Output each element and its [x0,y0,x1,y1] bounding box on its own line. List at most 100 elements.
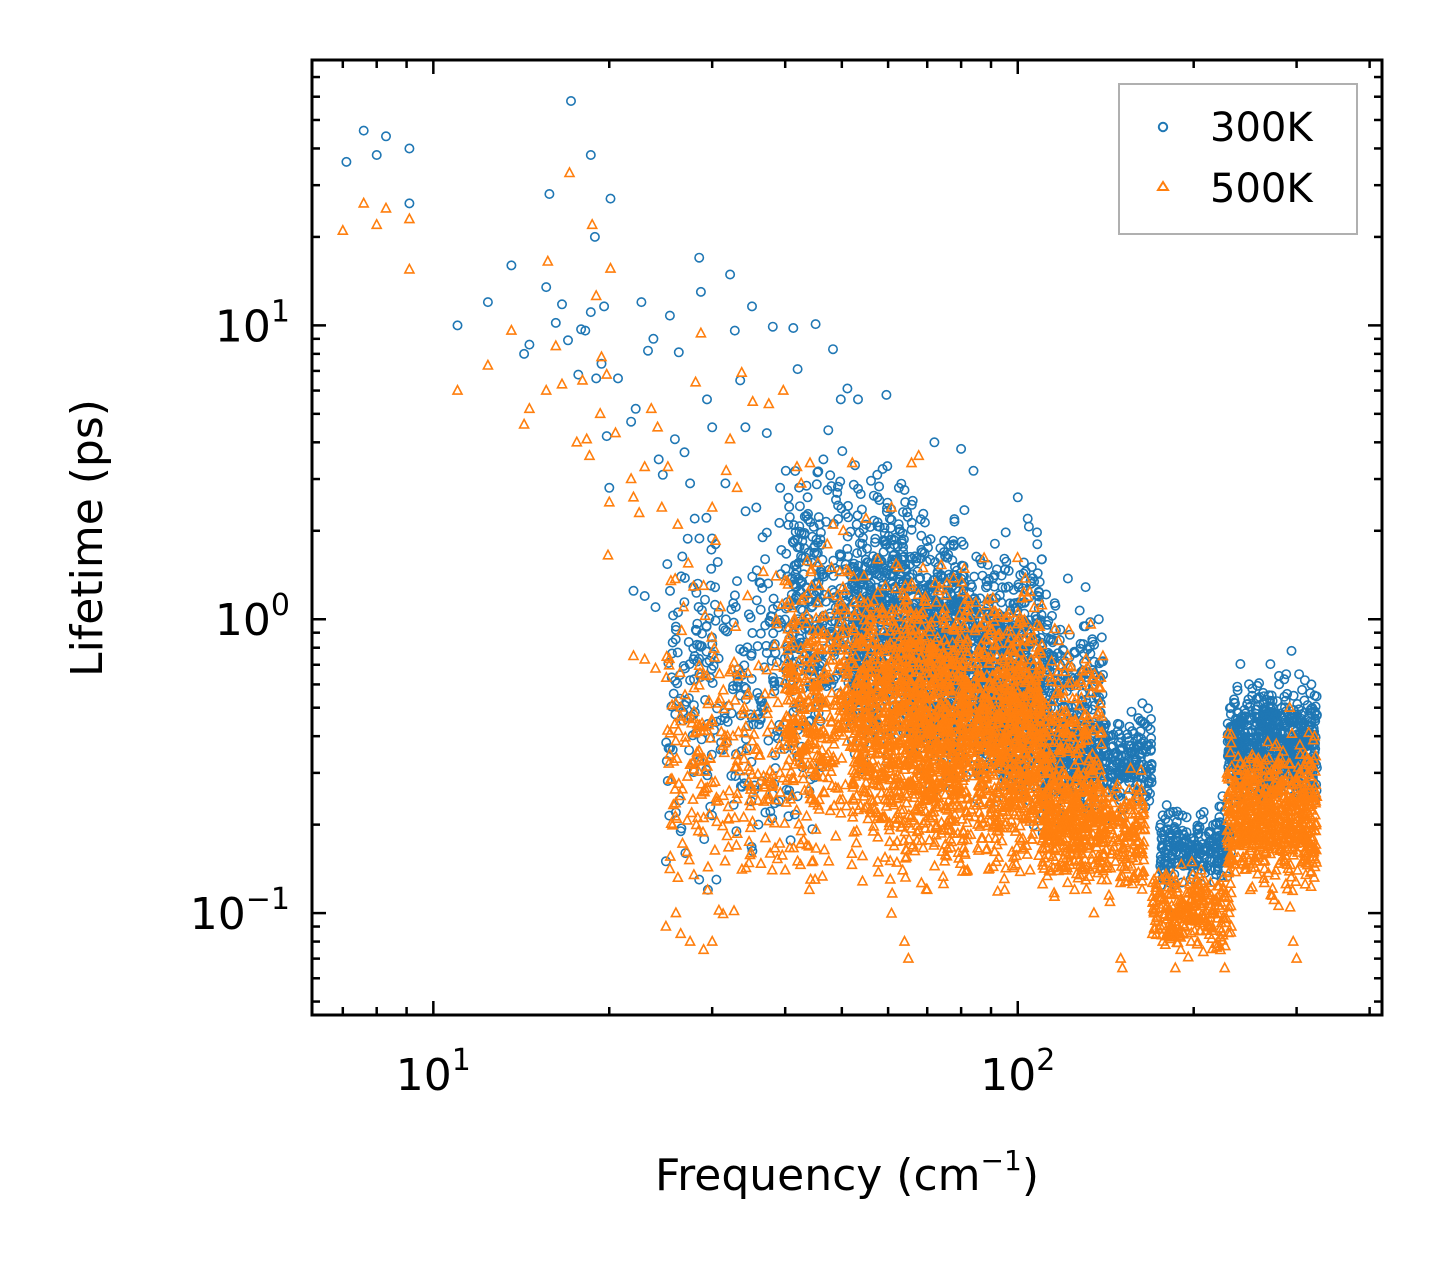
point-300K [852,548,863,559]
point-300K [693,601,704,612]
point-300K [842,500,853,511]
point-300K [819,589,830,600]
point-300K [815,566,826,577]
point-300K [733,676,744,687]
point-300K [752,687,763,698]
point-300K [893,519,904,530]
point-300K [882,595,893,606]
point-300K [909,551,920,562]
point-300K [907,553,918,564]
point-300K [905,551,916,562]
point-300K [779,614,790,625]
point-300K [901,507,912,518]
point-300K [806,602,817,613]
point-300K [707,677,718,688]
point-300K [767,672,778,683]
point-300K [811,534,822,545]
point-300K [796,576,807,587]
point-300K [726,604,737,615]
point-300K [799,511,810,522]
point-300K [898,552,909,563]
point-300K [783,492,794,503]
point-300K [808,521,819,532]
point-300K [701,621,712,632]
point-300K [898,534,909,545]
point-300K [813,466,824,477]
point-300K [672,647,683,658]
point-300K [794,501,805,512]
point-300K [796,551,807,562]
point-300K [872,517,883,528]
point-300K [907,495,918,506]
point-300K [892,541,903,552]
point-300K [706,563,717,574]
point-300K [682,533,693,544]
point-300K [706,664,717,675]
point-300K [881,502,892,513]
point-300K [662,559,673,570]
point-300K [872,521,883,532]
point-300K [802,514,813,525]
point-300K [718,623,729,634]
point-300K [739,681,750,692]
point-300K [720,625,731,636]
point-300K [683,636,694,647]
point-300K [707,649,718,660]
point-300K [897,507,908,518]
point-300K [989,538,1000,549]
point-300K [787,536,798,547]
point-300K [757,582,768,593]
point-300K [906,517,917,528]
point-300K [761,647,772,658]
point-300K [791,559,802,570]
point-300K [812,467,823,478]
point-300K [815,527,826,538]
point-300K [751,595,762,606]
point-300K [771,657,782,668]
point-300K [842,543,853,554]
point-300K [691,587,702,598]
point-300K [1000,527,1011,538]
point-300K [701,512,712,523]
point-300K [857,538,868,549]
point-300K [668,610,679,621]
point-300K [765,806,776,817]
point-300K [768,628,779,639]
point-300K [681,696,692,707]
point-300K [731,576,742,587]
point-300K [706,749,717,760]
point-300K [847,577,858,588]
point-300K [886,514,897,525]
point-300K [842,551,853,562]
point-300K [874,481,885,492]
point-300K [781,548,792,559]
point-300K [745,612,756,623]
point-300K [696,605,707,616]
point-300K [854,615,865,626]
point-300K [1013,582,1024,593]
point-300K [884,513,895,524]
point-300K [835,476,846,487]
point-300K [849,460,860,471]
point-300K [677,551,688,562]
point-300K [792,534,803,545]
point-300K [704,613,715,624]
point-300K [832,487,843,498]
point-300K [672,607,683,618]
point-300K [837,446,848,457]
point-300K [774,517,785,528]
point-300K [879,522,890,533]
point-300K [726,770,737,781]
point-300K [918,508,929,519]
point-300K [735,781,746,792]
point-300K [746,650,757,661]
point-300K [753,719,764,730]
point-300K [780,563,791,574]
point-300K [842,531,853,542]
point-300K [713,607,724,618]
point-300K [790,569,801,580]
point-300K [791,564,802,575]
point-300K [728,598,739,609]
point-300K [672,678,683,689]
